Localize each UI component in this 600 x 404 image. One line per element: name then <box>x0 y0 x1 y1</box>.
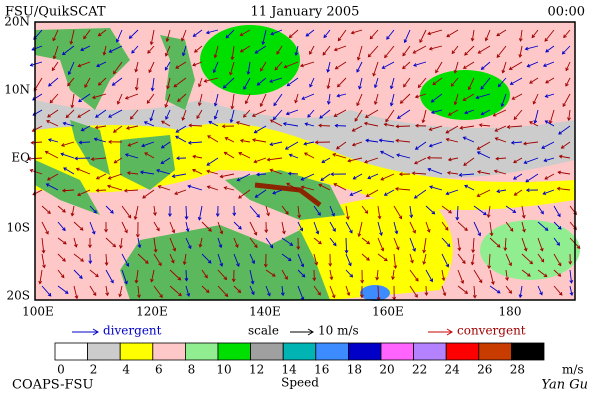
colorbar-swatch <box>316 343 349 360</box>
legend-divergent: divergent <box>103 324 162 338</box>
lon-label: 140E <box>249 305 281 319</box>
colorbar-tick-label: 22 <box>412 363 427 377</box>
lat-label: 20N <box>4 15 30 29</box>
colorbar-swatch <box>381 343 414 360</box>
wind-patch <box>360 285 390 301</box>
footer-right: Yan Gu <box>541 378 588 393</box>
header-time: 00:00 <box>548 5 585 20</box>
map <box>28 22 580 301</box>
wind-patch <box>480 220 580 280</box>
high-wind-patch <box>200 25 300 95</box>
lat-label: 20S <box>7 289 31 303</box>
header-date: 11 January 2005 <box>251 5 360 20</box>
colorbar-tick-label: 0 <box>57 363 65 377</box>
lat-label: 10N <box>4 83 30 97</box>
wind-vector <box>346 238 347 253</box>
colorbar-swatch <box>511 343 544 360</box>
colorbar-swatch <box>251 343 284 360</box>
colorbar-tick-label: 12 <box>249 363 264 377</box>
legend-scale-value: 10 m/s <box>318 324 359 338</box>
colorbar-unit: m/s <box>562 363 584 377</box>
colorbar-tick-label: 4 <box>122 363 130 377</box>
wind-vector <box>79 142 90 143</box>
colorbar-tick-label: 2 <box>90 363 98 377</box>
lat-label: EQ <box>11 151 30 165</box>
footer-left: COAPS-FSU <box>12 378 93 393</box>
colorbar-swatch <box>479 343 512 360</box>
lon-label: 160E <box>372 305 404 319</box>
colorbar-swatch <box>185 343 218 360</box>
wind-vector <box>319 125 330 126</box>
wind-vector <box>186 270 187 281</box>
colorbar-swatch <box>283 343 316 360</box>
wind-vector <box>186 206 187 219</box>
colorbar-tick-label: 10 <box>216 363 231 377</box>
colorbar-tick-label: 24 <box>445 363 461 377</box>
colorbar-tick-label: 18 <box>347 363 362 377</box>
lon-label: 180 <box>499 305 522 319</box>
colorbar-tick-label: 8 <box>188 363 196 377</box>
lon-label: 100E <box>22 305 54 319</box>
legend-scale: scale <box>248 324 279 338</box>
colorbar-swatch <box>446 343 479 360</box>
colorbar-swatch <box>153 343 186 360</box>
lat-label: 10S <box>7 221 31 235</box>
legend-convergent: convergent <box>457 324 526 338</box>
colorbar-tick-label: 14 <box>282 363 298 377</box>
colorbar-swatch <box>55 343 88 360</box>
lon-label: 120E <box>136 305 168 319</box>
colorbar-swatch <box>88 343 121 360</box>
colorbar-tick-label: 20 <box>379 363 394 377</box>
colorbar-swatch <box>414 343 447 360</box>
colorbar-tick-label: 28 <box>510 363 525 377</box>
colorbar-swatch <box>218 343 251 360</box>
colorbar-label: Speed <box>281 376 319 390</box>
colorbar-swatch <box>120 343 153 360</box>
colorbar-swatch <box>348 343 381 360</box>
colorbar-tick-label: 6 <box>155 363 163 377</box>
colorbar-tick-label: 16 <box>314 363 329 377</box>
colorbar-tick-label: 26 <box>477 363 492 377</box>
